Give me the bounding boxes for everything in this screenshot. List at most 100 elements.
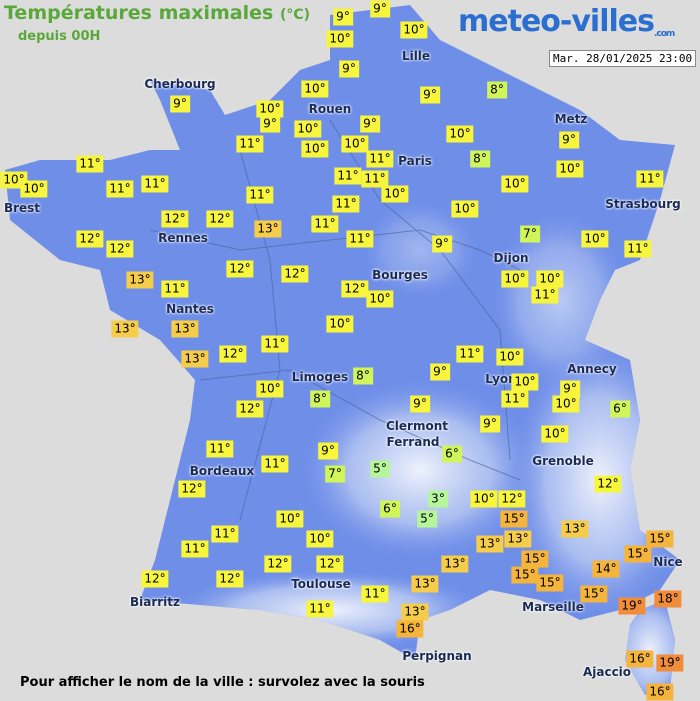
temperature-label[interactable]: 13°: [411, 575, 439, 593]
temperature-label[interactable]: 12°: [594, 475, 622, 493]
temperature-label[interactable]: 8°: [353, 367, 373, 385]
temperature-label[interactable]: 13°: [181, 350, 209, 368]
temperature-label[interactable]: 11°: [306, 600, 334, 618]
temperature-label[interactable]: 12°: [236, 400, 264, 418]
temperature-label[interactable]: 16°: [646, 683, 674, 701]
temperature-label[interactable]: 15°: [580, 585, 608, 603]
temperature-label[interactable]: 9°: [170, 95, 190, 113]
temperature-label[interactable]: 10°: [256, 380, 284, 398]
temperature-label[interactable]: 10°: [501, 270, 529, 288]
temperature-label[interactable]: 10°: [400, 21, 428, 39]
temperature-label[interactable]: 14°: [592, 560, 620, 578]
temperature-label[interactable]: 11°: [311, 215, 339, 233]
temperature-label[interactable]: 11°: [334, 167, 362, 185]
temperature-label[interactable]: 11°: [361, 585, 389, 603]
temperature-label[interactable]: 9°: [370, 0, 390, 18]
temperature-label[interactable]: 11°: [261, 455, 289, 473]
temperature-label[interactable]: 10°: [496, 348, 524, 366]
temperature-label[interactable]: 11°: [141, 175, 169, 193]
temperature-label[interactable]: 19°: [618, 597, 646, 615]
temperature-label[interactable]: 6°: [380, 500, 400, 518]
temperature-label[interactable]: 12°: [219, 345, 247, 363]
temperature-label[interactable]: 9°: [420, 86, 440, 104]
temperature-label[interactable]: 13°: [504, 530, 532, 548]
temperature-label[interactable]: 11°: [531, 286, 559, 304]
temperature-label[interactable]: 15°: [646, 530, 674, 548]
temperature-label[interactable]: 9°: [480, 415, 500, 433]
temperature-label[interactable]: 10°: [326, 30, 354, 48]
temperature-label[interactable]: 13°: [561, 520, 589, 538]
temperature-label[interactable]: 12°: [141, 570, 169, 588]
temperature-label[interactable]: 10°: [451, 200, 479, 218]
temperature-label[interactable]: 11°: [456, 345, 484, 363]
temperature-label[interactable]: 5°: [417, 510, 437, 528]
temperature-label[interactable]: 11°: [366, 150, 394, 168]
temperature-label[interactable]: 11°: [261, 335, 289, 353]
temperature-label[interactable]: 9°: [339, 60, 359, 78]
temperature-label[interactable]: 11°: [346, 230, 374, 248]
temperature-label[interactable]: 9°: [560, 380, 580, 398]
temperature-label[interactable]: 10°: [556, 160, 584, 178]
temperature-label[interactable]: 12°: [316, 555, 344, 573]
temperature-label[interactable]: 11°: [624, 240, 652, 258]
temperature-label[interactable]: 9°: [432, 235, 452, 253]
temperature-label[interactable]: 9°: [318, 442, 338, 460]
temperature-label[interactable]: 13°: [476, 535, 504, 553]
temperature-label[interactable]: 10°: [341, 135, 369, 153]
temperature-label[interactable]: 11°: [181, 540, 209, 558]
temperature-label[interactable]: 11°: [501, 390, 529, 408]
temperature-label[interactable]: 11°: [361, 170, 389, 188]
temperature-label[interactable]: 10°: [294, 120, 322, 138]
temperature-label[interactable]: 8°: [310, 390, 330, 408]
temperature-label[interactable]: 7°: [325, 465, 345, 483]
temperature-label[interactable]: 10°: [276, 510, 304, 528]
temperature-label[interactable]: 15°: [521, 550, 549, 568]
temperature-label[interactable]: 19°: [656, 654, 684, 672]
temperature-label[interactable]: 16°: [396, 620, 424, 638]
temperature-label[interactable]: 12°: [76, 230, 104, 248]
temperature-label[interactable]: 11°: [106, 180, 134, 198]
temperature-label[interactable]: 12°: [206, 210, 234, 228]
temperature-label[interactable]: 13°: [126, 271, 154, 289]
temperature-label[interactable]: 11°: [211, 525, 239, 543]
temperature-label[interactable]: 10°: [326, 315, 354, 333]
temperature-label[interactable]: 15°: [511, 566, 539, 584]
temperature-label[interactable]: 11°: [246, 186, 274, 204]
temperature-label[interactable]: 3°: [428, 490, 448, 508]
temperature-label[interactable]: 10°: [20, 180, 48, 198]
temperature-label[interactable]: 11°: [76, 155, 104, 173]
temperature-label[interactable]: 10°: [541, 425, 569, 443]
temperature-label[interactable]: 16°: [626, 650, 654, 668]
temperature-label[interactable]: 11°: [206, 440, 234, 458]
temperature-label[interactable]: 13°: [401, 603, 429, 621]
temperature-label[interactable]: 12°: [341, 280, 369, 298]
temperature-label[interactable]: 9°: [360, 115, 380, 133]
logo[interactable]: meteo-villes.com: [458, 4, 675, 39]
temperature-label[interactable]: 10°: [256, 100, 284, 118]
temperature-label[interactable]: 12°: [226, 260, 254, 278]
temperature-label[interactable]: 10°: [501, 175, 529, 193]
temperature-label[interactable]: 9°: [260, 115, 280, 133]
temperature-label[interactable]: 10°: [581, 230, 609, 248]
temperature-label[interactable]: 12°: [264, 555, 292, 573]
temperature-label[interactable]: 9°: [333, 8, 353, 26]
temperature-label[interactable]: 12°: [281, 265, 309, 283]
temperature-label[interactable]: 10°: [301, 140, 329, 158]
temperature-label[interactable]: 12°: [178, 480, 206, 498]
temperature-label[interactable]: 10°: [470, 490, 498, 508]
temperature-label[interactable]: 10°: [381, 185, 409, 203]
temperature-label[interactable]: 11°: [636, 170, 664, 188]
temperature-label[interactable]: 10°: [536, 270, 564, 288]
temperature-label[interactable]: 6°: [610, 400, 630, 418]
temperature-label[interactable]: 9°: [559, 131, 579, 149]
temperature-label[interactable]: 15°: [500, 510, 528, 528]
temperature-label[interactable]: 11°: [236, 135, 264, 153]
temperature-label[interactable]: 11°: [332, 195, 360, 213]
temperature-label[interactable]: 10°: [366, 290, 394, 308]
temperature-label[interactable]: 9°: [430, 363, 450, 381]
temperature-label[interactable]: 10°: [552, 395, 580, 413]
temperature-label[interactable]: 13°: [171, 320, 199, 338]
temperature-label[interactable]: 10°: [511, 373, 539, 391]
temperature-label[interactable]: 9°: [410, 395, 430, 413]
temperature-label[interactable]: 10°: [446, 125, 474, 143]
